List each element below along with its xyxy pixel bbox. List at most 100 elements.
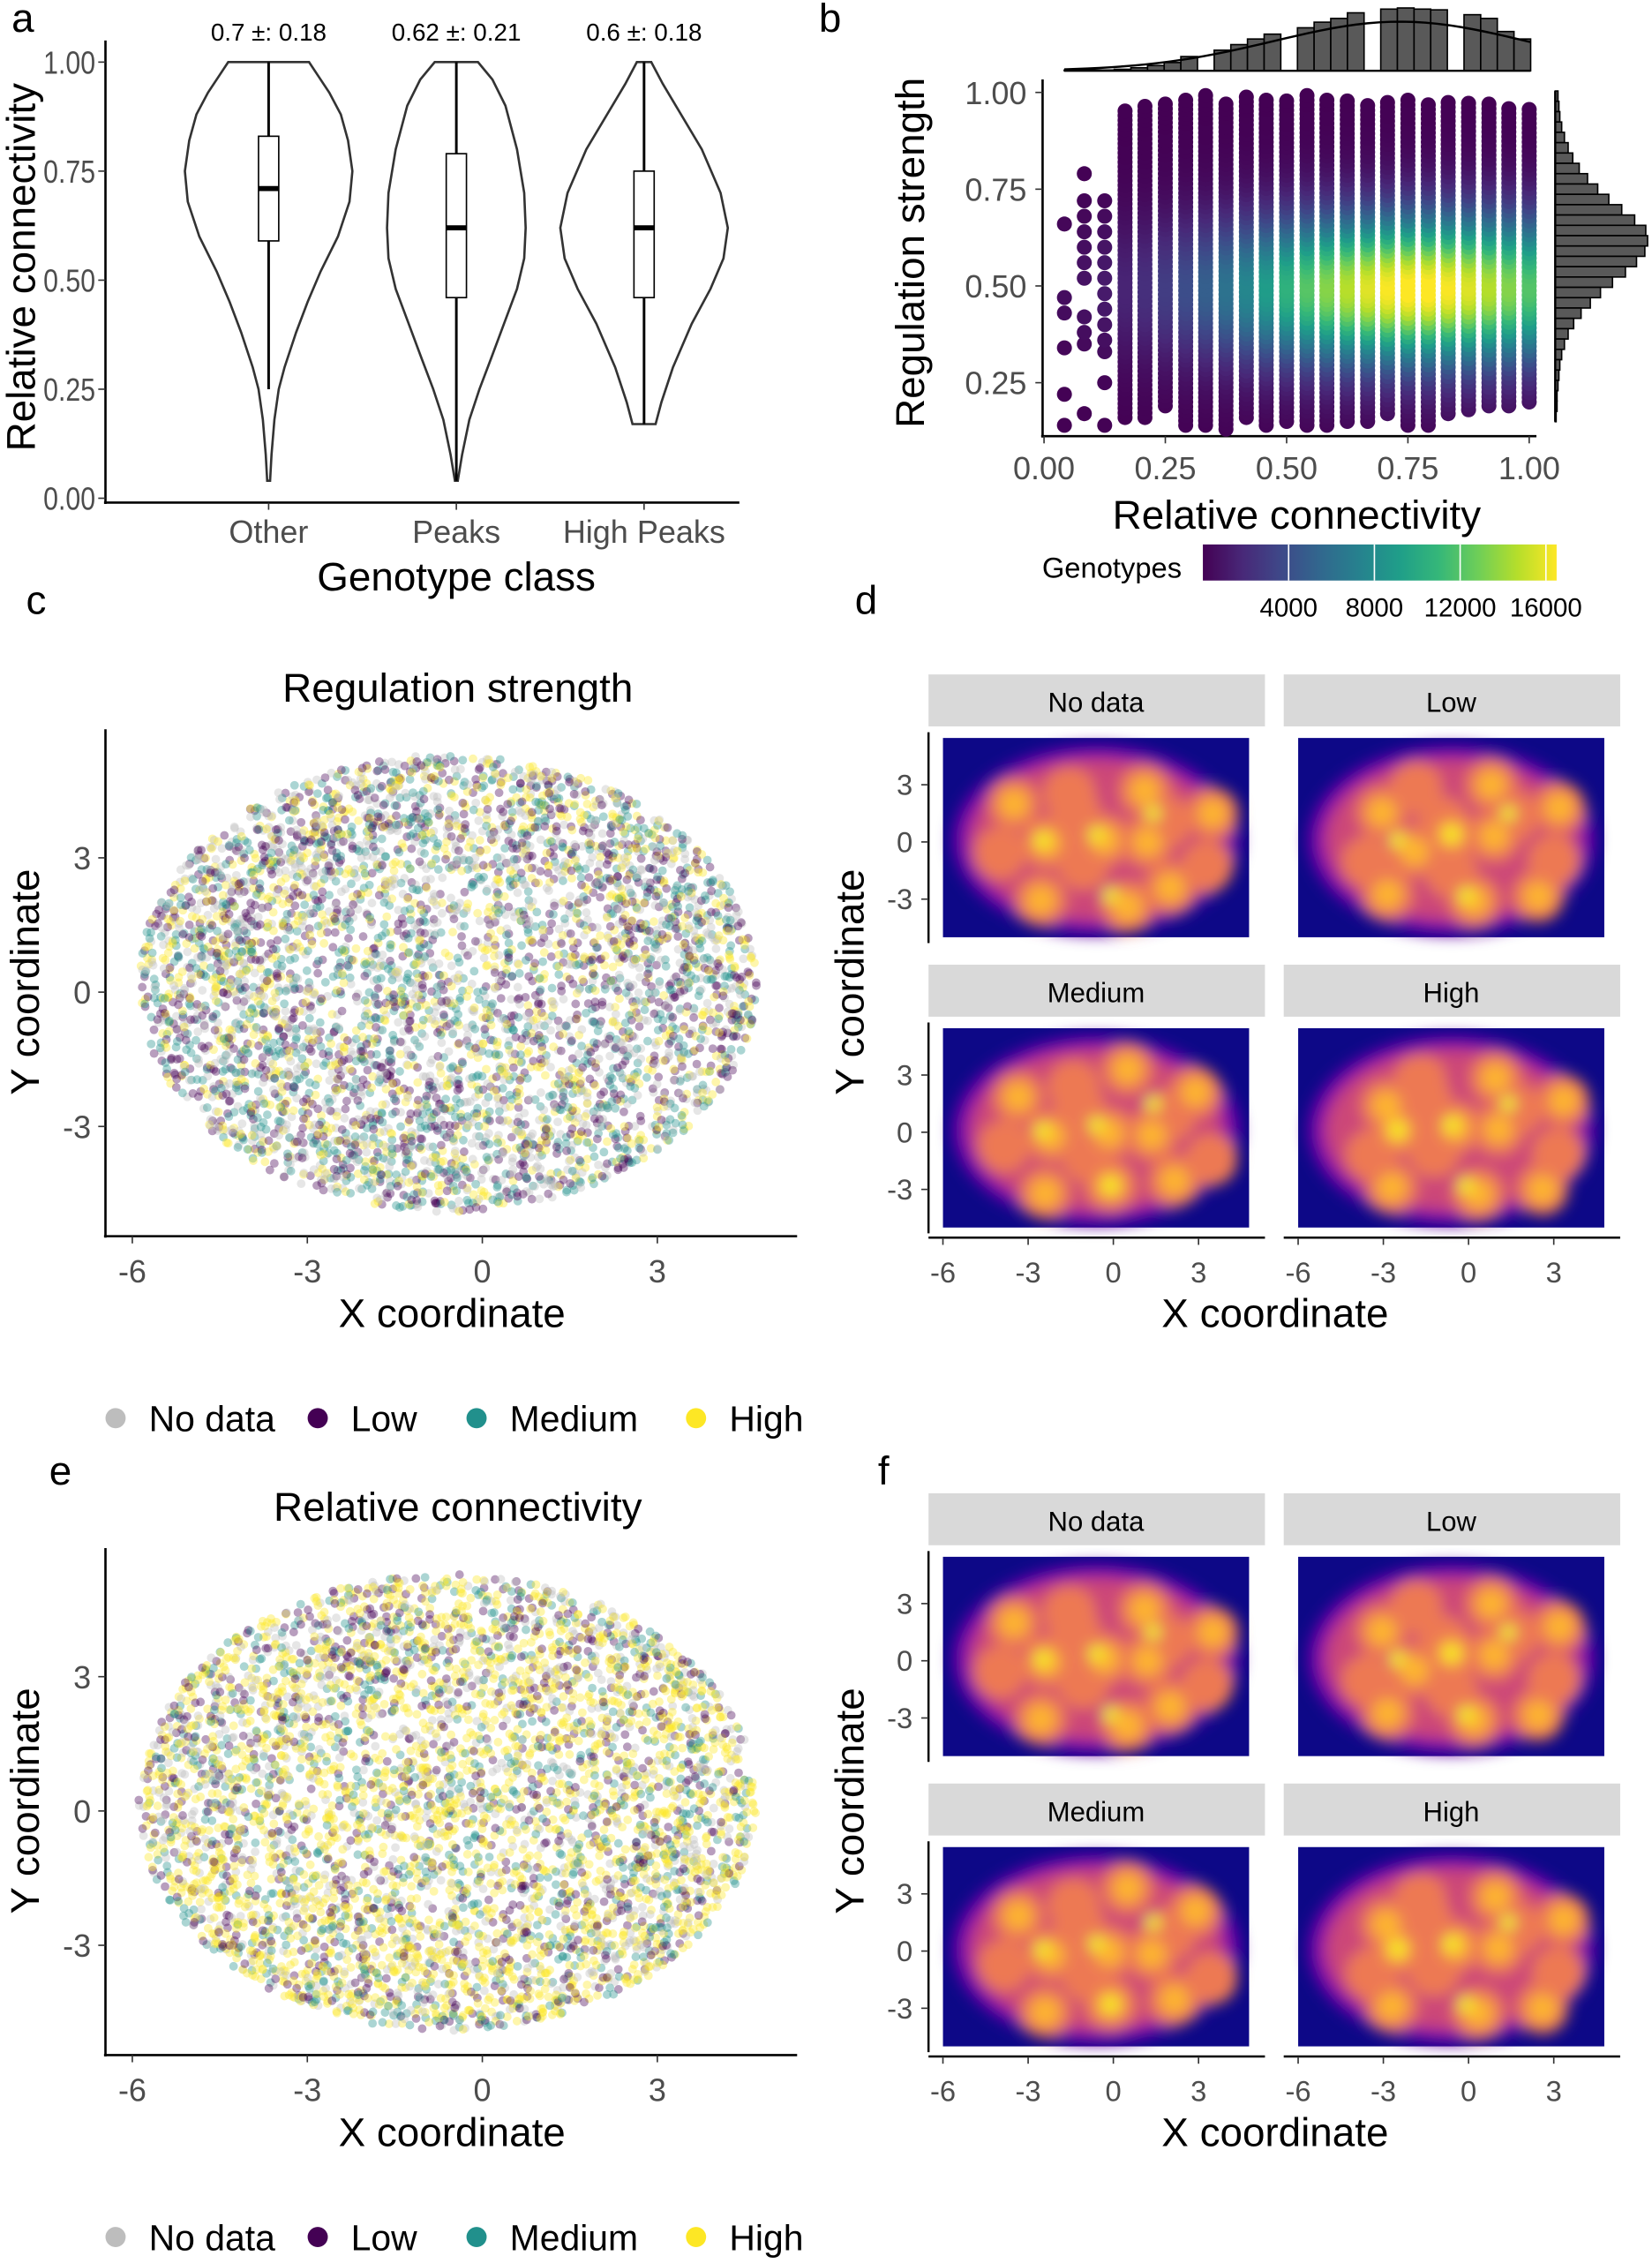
- point: [599, 1147, 609, 1157]
- point: [1077, 270, 1093, 286]
- point: [728, 1032, 738, 1041]
- point: [605, 1051, 614, 1061]
- point: [470, 861, 480, 870]
- point: [496, 994, 506, 1004]
- right-histogram-bar: [1554, 338, 1566, 350]
- point: [346, 980, 356, 989]
- point: [447, 893, 455, 903]
- point: [447, 1073, 456, 1082]
- point: [563, 1114, 572, 1124]
- point: [505, 1090, 514, 1100]
- point: [401, 788, 410, 798]
- point: [675, 1005, 685, 1015]
- point: [320, 773, 330, 783]
- point: [577, 1025, 587, 1034]
- point: [319, 1175, 329, 1184]
- point: [1481, 96, 1497, 112]
- point: [677, 1110, 687, 1120]
- point: [594, 1160, 603, 1169]
- point: [571, 999, 581, 1009]
- point: [146, 1039, 156, 1049]
- point: [615, 994, 624, 1004]
- point: [433, 865, 443, 875]
- point: [184, 920, 194, 929]
- point: [683, 1002, 693, 1011]
- point: [180, 876, 190, 885]
- top-histogram-bar: [1379, 8, 1399, 71]
- point: [341, 1104, 350, 1114]
- point: [318, 910, 327, 920]
- colorbar-tick-label: 16000: [1510, 594, 1582, 623]
- point: [457, 866, 467, 876]
- panel-label: c: [26, 577, 47, 622]
- point: [186, 1015, 195, 1025]
- y-tick-label: 0.00: [43, 481, 95, 517]
- point: [635, 1022, 644, 1032]
- point: [651, 891, 661, 901]
- mean-sd-annotation: 0.62 ±: 0.21: [392, 19, 522, 46]
- point: [469, 754, 477, 763]
- point: [453, 953, 462, 963]
- right-histogram-bar: [1554, 132, 1566, 144]
- point: [1521, 101, 1537, 117]
- point: [421, 875, 431, 884]
- point: [302, 966, 312, 975]
- point: [439, 971, 448, 981]
- point: [553, 1117, 562, 1127]
- y-tick-label: -3: [63, 1109, 91, 1145]
- point: [711, 898, 721, 908]
- point: [493, 1138, 502, 1147]
- point: [198, 914, 207, 924]
- point: [395, 1067, 404, 1076]
- point: [445, 806, 454, 816]
- point: [1077, 309, 1093, 325]
- right-histogram-bar: [1554, 297, 1591, 309]
- point: [475, 916, 484, 926]
- point: [504, 902, 514, 912]
- point: [281, 934, 290, 944]
- point: [468, 946, 477, 956]
- point: [1097, 332, 1113, 348]
- x-tick-label: Peaks: [412, 514, 500, 550]
- point: [222, 873, 232, 883]
- point: [587, 1056, 597, 1066]
- point: [390, 801, 400, 810]
- point: [341, 869, 350, 879]
- point: [247, 1069, 257, 1079]
- point: [418, 1015, 428, 1025]
- right-histogram-bar: [1554, 162, 1581, 175]
- point: [473, 908, 483, 918]
- point: [538, 957, 547, 966]
- x-axis-title: Relative connectivity: [1113, 492, 1482, 538]
- point: [360, 996, 370, 1005]
- point: [243, 1145, 252, 1154]
- point: [1077, 224, 1093, 240]
- y-tick-label: 0: [73, 974, 91, 1011]
- point: [574, 1049, 583, 1058]
- point: [566, 929, 575, 938]
- y-axis-title: Y coordinate: [3, 868, 48, 1094]
- point: [725, 999, 734, 1009]
- point: [482, 1153, 492, 1162]
- box: [633, 170, 656, 299]
- x-tick-label: 0.75: [1377, 450, 1438, 486]
- point: [673, 901, 683, 911]
- point: [188, 978, 197, 988]
- point: [164, 1026, 174, 1036]
- top-histogram-bar: [1163, 62, 1182, 71]
- point: [460, 921, 469, 931]
- point: [1400, 92, 1415, 108]
- panel-label: e: [49, 1448, 71, 1493]
- point: [263, 967, 272, 977]
- point: [641, 977, 650, 987]
- point: [1360, 98, 1376, 114]
- point: [1097, 301, 1113, 317]
- x-tick-label: 0.00: [1013, 450, 1075, 486]
- point: [394, 1018, 403, 1027]
- point: [481, 1098, 491, 1108]
- point: [1420, 97, 1437, 113]
- point: [549, 910, 558, 919]
- point: [542, 848, 552, 858]
- top-histogram-bar: [1430, 9, 1448, 71]
- point: [711, 944, 721, 953]
